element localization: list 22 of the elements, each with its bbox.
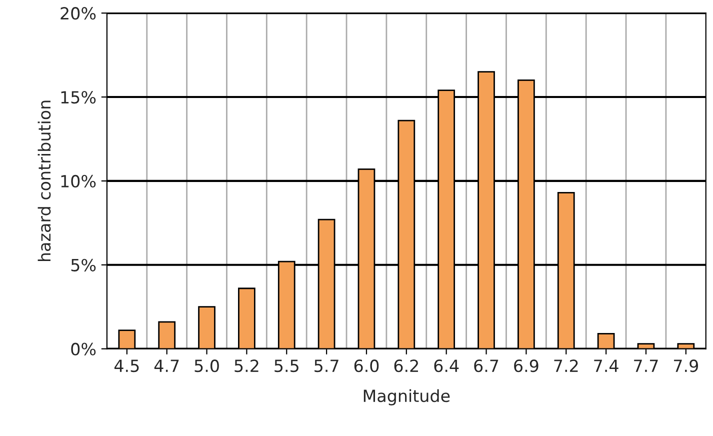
x-tick-label: 5.5: [274, 360, 298, 372]
x-tick-label: 5.2: [234, 360, 258, 372]
x-axis-title: Magnitude: [364, 389, 450, 406]
y-tick-label: 15%: [61, 90, 96, 104]
x-tick-label: 6.7: [474, 360, 498, 372]
x-tick-label: 7.7: [634, 360, 658, 372]
x-tick-label: 5.7: [314, 360, 338, 372]
x-tick-label: 6.0: [354, 360, 379, 372]
y-axis-title: hazard contribution: [38, 100, 51, 262]
x-tick-label: 6.4: [434, 360, 459, 372]
x-tick-label: 5.0: [194, 360, 219, 372]
x-tick-label: 4.5: [114, 360, 139, 372]
x-tick-label: 6.9: [514, 360, 538, 372]
y-tick-label: 0%: [71, 342, 96, 356]
x-tick-label: 6.2: [394, 360, 418, 372]
x-tick-label: 7.2: [554, 360, 578, 372]
y-tick-label: 20%: [60, 7, 96, 20]
y-tick-label: 10%: [61, 174, 96, 188]
x-tick-label: 7.4: [594, 360, 618, 372]
x-tick-label: 7.9: [674, 360, 698, 372]
x-tick-label: 4.7: [154, 360, 179, 372]
y-tick-label: 5%: [71, 258, 96, 272]
